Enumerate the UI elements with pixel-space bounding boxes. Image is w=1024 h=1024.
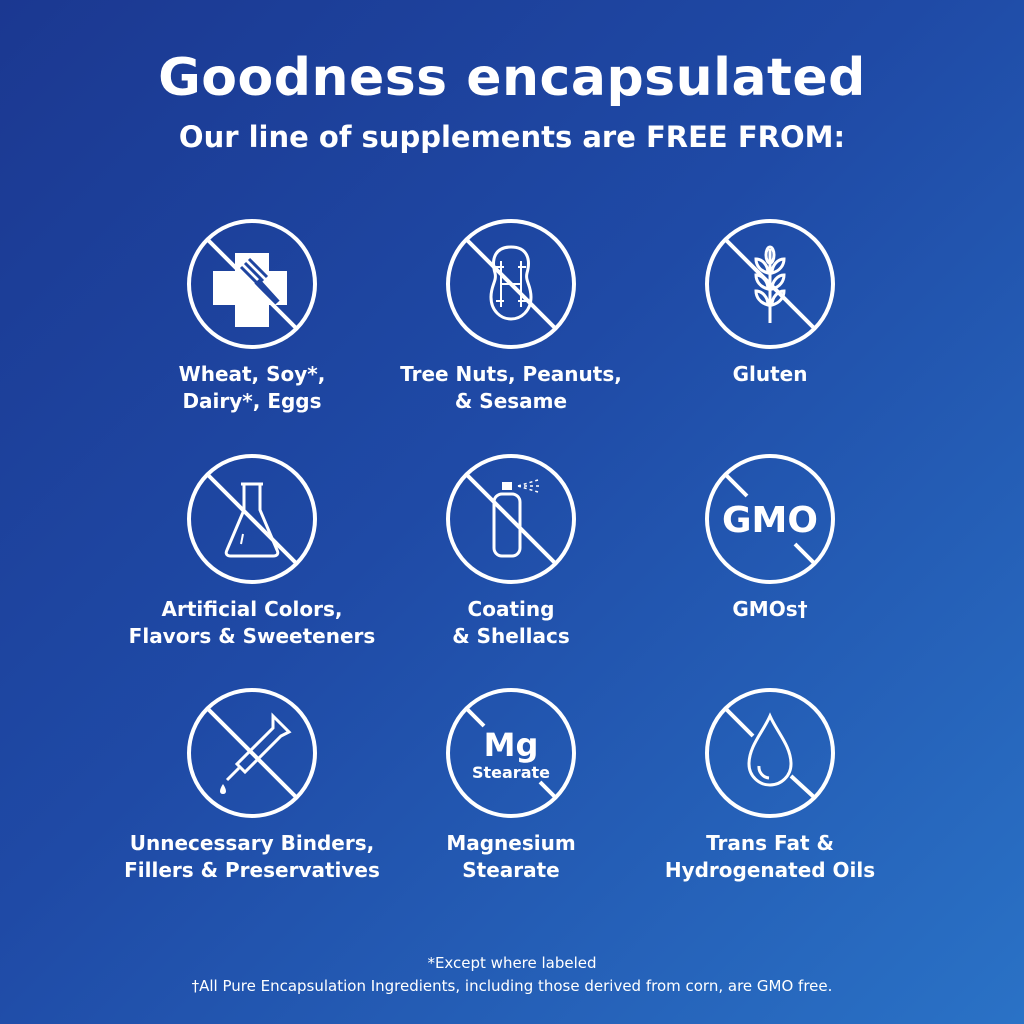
item-label: GMOs† [732, 597, 808, 621]
item-label: Wheat, Soy*, [178, 362, 326, 386]
item-label: Dairy*, Eggs [182, 389, 322, 413]
gmo-icon-text: GMO [722, 500, 818, 541]
free-from-item-allergens: Wheat, Soy*, Dairy*, Eggs [102, 217, 402, 415]
stearate-icon-text: Stearate [472, 763, 550, 782]
item-label: & Sesame [454, 389, 568, 413]
item-label: Hydrogenated Oils [664, 858, 876, 882]
item-label: Magnesium [446, 831, 576, 855]
gmo-icon: GMO [705, 454, 835, 584]
free-from-item-nuts: Tree Nuts, Peanuts, & Sesame [361, 217, 661, 415]
free-from-item-artificial: Artificial Colors, Flavors & Sweeteners [102, 452, 402, 650]
mg-stearate-icon: Mg Stearate [446, 688, 576, 818]
item-label: Stearate [462, 858, 560, 882]
item-label: Artificial Colors, [161, 597, 343, 621]
free-from-item-binders: Unnecessary Binders, Fillers & Preservati… [102, 686, 402, 884]
wheat-icon [705, 219, 835, 349]
item-label: Unnecessary Binders, [129, 831, 375, 855]
item-label: Flavors & Sweeteners [128, 624, 376, 648]
peanut-icon [446, 219, 576, 349]
free-from-item-magnesium: Mg Stearate Magnesium Stearate [361, 686, 661, 884]
item-label: Gluten [732, 362, 808, 386]
dropper-icon [187, 688, 317, 818]
item-label: Fillers & Preservatives [124, 858, 380, 882]
footnote-except: *Except where labeled [427, 954, 597, 972]
flask-icon [187, 454, 317, 584]
page-title: Goodness encapsulated [158, 48, 866, 108]
item-label: Coating [467, 597, 555, 621]
spray-can-icon [446, 454, 576, 584]
item-label: Trans Fat & [706, 831, 834, 855]
free-from-item-gmo: GMO GMOs† [620, 452, 920, 623]
mg-icon-text: Mg [484, 726, 539, 764]
footnote-gmo: †All Pure Encapsulation Ingredients, inc… [191, 977, 833, 995]
page-subtitle: Our line of supplements are FREE FROM: [178, 120, 846, 154]
item-label: & Shellacs [452, 624, 570, 648]
oil-drop-icon [705, 688, 835, 818]
free-from-item-trans-fat: Trans Fat & Hydrogenated Oils [620, 686, 920, 884]
item-label: Tree Nuts, Peanuts, [400, 362, 622, 386]
free-from-item-gluten: Gluten [620, 217, 920, 388]
allergen-cross-fork-icon [187, 219, 317, 349]
free-from-item-coating: Coating & Shellacs [361, 452, 661, 650]
